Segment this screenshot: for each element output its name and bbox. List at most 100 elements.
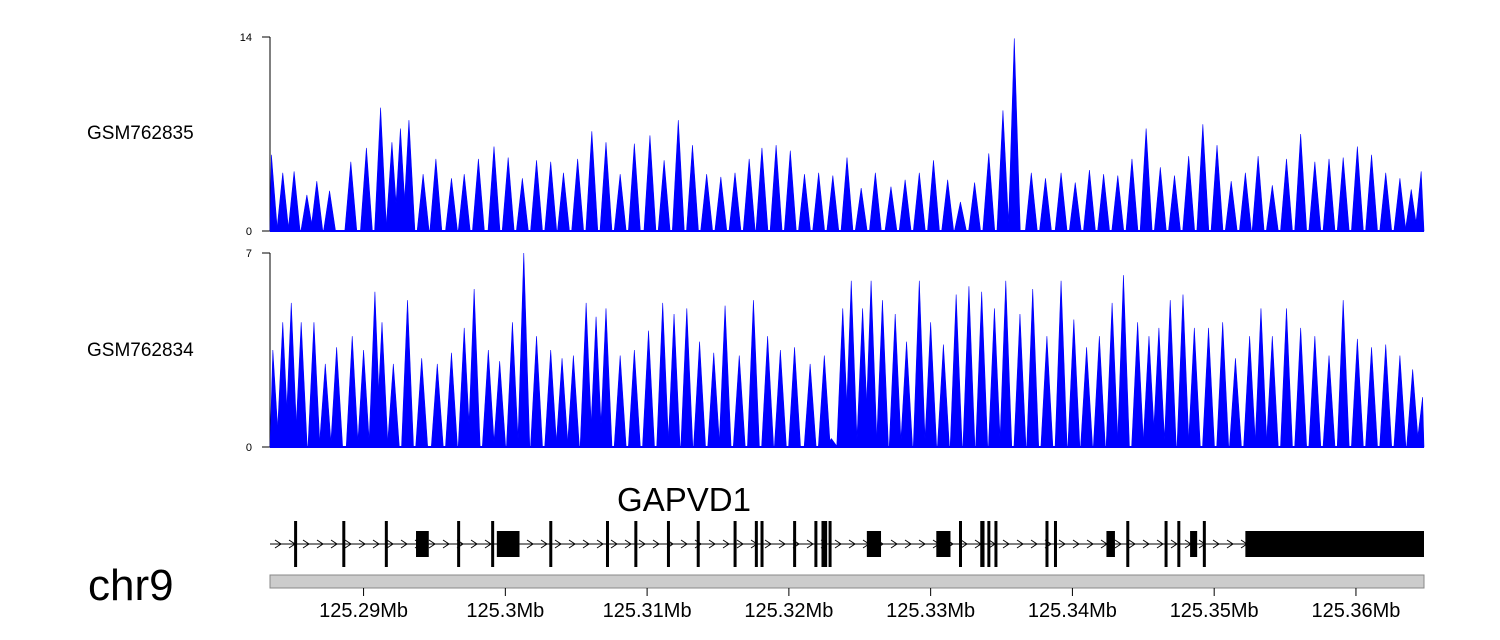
coverage-peak	[1336, 300, 1350, 448]
coverage-peak	[826, 175, 840, 232]
gene-exon	[1045, 521, 1049, 567]
strand-arrow	[1226, 539, 1234, 549]
coverage-peak	[1265, 336, 1279, 448]
coverage-peak	[613, 174, 627, 232]
coverage-peak	[1105, 302, 1119, 448]
strand-arrow	[568, 539, 576, 549]
strand-arrow	[624, 539, 632, 549]
coverage-peak	[949, 294, 963, 448]
coverage-peak	[988, 308, 1001, 448]
track-gsm762835: GSM762835 14 0	[87, 32, 1425, 238]
coverage-peak	[1093, 336, 1106, 448]
coverage-peak	[686, 145, 699, 232]
coverage-peak	[1188, 327, 1201, 448]
strand-arrow	[554, 539, 562, 549]
coverage-peak	[416, 174, 430, 232]
strand-arrow	[484, 539, 492, 549]
strand-arrow	[610, 539, 618, 549]
strand-arrow	[904, 539, 912, 549]
coverage-peak	[1243, 336, 1256, 448]
coverage-peak	[567, 355, 580, 448]
coverage-area-gsm762834	[269, 252, 1425, 448]
coverage-peak	[544, 349, 558, 448]
coverage-peak	[656, 302, 670, 448]
coverage-peak	[728, 172, 742, 232]
coverage-peak	[599, 142, 613, 232]
coverage-peak	[1039, 178, 1052, 232]
coverage-peak	[1322, 158, 1336, 232]
coverage-peak	[482, 349, 495, 448]
coverage-peak	[300, 194, 314, 232]
coverage-peak	[1068, 182, 1082, 232]
coverage-peak	[1142, 336, 1156, 448]
gene-exon	[936, 531, 951, 557]
gene-exon	[605, 521, 609, 567]
strand-arrow	[764, 539, 772, 549]
strand-arrow	[428, 539, 436, 549]
coverage-peak	[1393, 355, 1407, 448]
coverage-peak	[840, 157, 854, 232]
coverage-peak	[1210, 145, 1224, 232]
coverage-peak	[516, 178, 529, 232]
coverage-peak	[330, 347, 343, 448]
coverage-peak	[517, 252, 531, 448]
strand-arrow	[1170, 539, 1178, 549]
coverage-peak	[284, 302, 298, 448]
y-tick-label-zero-gsm762834: 0	[246, 442, 252, 454]
gene-exon	[1106, 531, 1115, 557]
coverage-peak	[747, 300, 760, 448]
gene-exon	[828, 521, 832, 567]
coverage-peak	[876, 300, 889, 448]
coverage-peak	[1365, 347, 1378, 448]
coverage-peak	[898, 179, 912, 232]
coverage-peak	[430, 363, 444, 448]
coverage-peak	[912, 172, 926, 232]
strand-arrow	[1114, 539, 1122, 549]
coverage-peak	[506, 322, 519, 448]
coverage-peak	[962, 286, 976, 448]
coverage-peak	[374, 107, 387, 232]
coverage-peak	[769, 145, 783, 232]
coverage-peak	[1139, 128, 1153, 232]
coverage-peak	[680, 308, 694, 448]
coverage-peak	[812, 172, 825, 232]
coverage-peak	[1393, 178, 1407, 232]
strand-arrow	[386, 539, 394, 549]
coverage-peak	[732, 355, 746, 448]
strand-arrow	[1128, 539, 1136, 549]
gene-exon	[1190, 531, 1198, 557]
gene-exon	[457, 521, 461, 567]
coverage-peak	[1379, 344, 1393, 448]
gene-exon	[1053, 521, 1057, 567]
gene-exon	[294, 521, 298, 567]
coverage-peak	[310, 181, 324, 232]
strand-arrow	[736, 539, 744, 549]
y-tick-label-max-gsm762835: 14	[240, 32, 252, 44]
strand-arrow	[1156, 539, 1164, 549]
coverage-peak	[1013, 313, 1027, 448]
coverage-peak	[975, 291, 988, 448]
strand-arrow	[1030, 539, 1038, 549]
coverage-peak	[467, 289, 481, 448]
gene-exon	[754, 521, 758, 567]
coverage-peak	[613, 355, 627, 448]
strand-arrow	[316, 539, 324, 549]
gene-track: GAPVD1	[270, 481, 1424, 567]
coverage-peak	[530, 336, 543, 448]
chromosome-ideogram-bar	[269, 574, 1425, 589]
strand-arrow	[778, 539, 786, 549]
gene-exon	[1126, 521, 1130, 567]
coverage-peak	[294, 322, 308, 448]
strand-arrow	[372, 539, 380, 549]
coverage-peak	[402, 120, 416, 232]
coverage-peak	[318, 363, 332, 448]
coverage-peak	[1097, 174, 1110, 232]
coverage-peak	[1131, 322, 1144, 448]
strand-arrow	[596, 539, 604, 549]
strand-arrow	[652, 539, 660, 549]
coverage-peak	[387, 363, 400, 448]
strand-arrow	[638, 539, 646, 549]
gene-exon	[384, 521, 388, 567]
coverage-peak	[1406, 369, 1419, 448]
